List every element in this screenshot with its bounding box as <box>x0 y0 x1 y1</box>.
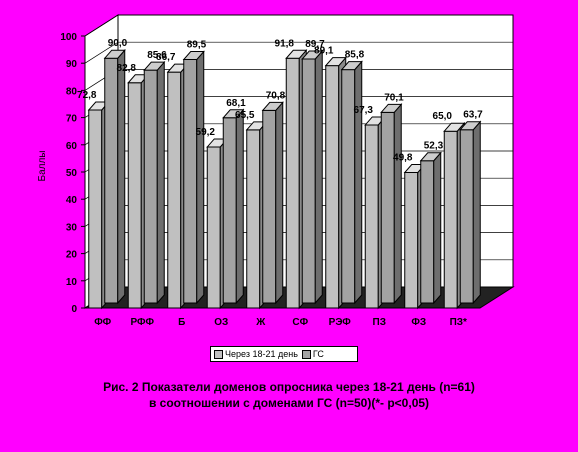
bar-top-s2 <box>261 101 284 111</box>
y-tick-label: 0 <box>71 304 77 315</box>
bar-front-s1 <box>404 172 419 309</box>
bar-front-s2 <box>222 117 237 304</box>
y-tick-label: 60 <box>66 141 78 152</box>
category-label: ПЗ <box>373 317 386 328</box>
y-tick-label: 40 <box>66 195 78 206</box>
bar-top-s2 <box>222 109 245 119</box>
data-label: 68,1 <box>226 98 246 109</box>
bar-front-s2 <box>143 69 158 304</box>
legend-swatch-series-2 <box>301 349 311 359</box>
bar-side-s2 <box>235 108 244 305</box>
data-label: 89,7 <box>305 39 325 50</box>
bar-side-s2 <box>472 120 481 305</box>
legend-label-series-1: Через 18-21 день <box>225 349 298 359</box>
bar-front-s1 <box>206 146 221 309</box>
bar-front-s1 <box>246 129 261 309</box>
category-label: ФЗ <box>411 317 426 328</box>
bar-front-s1 <box>88 109 103 309</box>
data-label: 67,3 <box>354 105 374 116</box>
y-tick-label: 100 <box>60 32 77 43</box>
y-tick-label: 70 <box>66 114 78 125</box>
bar-top-s2 <box>380 103 403 113</box>
bar-front-s2 <box>301 58 316 304</box>
bar-top-s1 <box>285 49 308 59</box>
bar-front-s1 <box>167 71 182 309</box>
bar-front-s2 <box>104 57 119 304</box>
y-tick-label: 20 <box>66 250 78 261</box>
category-label: ОЗ <box>214 317 228 328</box>
gridline <box>84 14 513 37</box>
bar-front-s2 <box>420 160 435 304</box>
bar-side-s2 <box>354 60 363 305</box>
bar-top-s2 <box>143 61 166 71</box>
bar-top-s2 <box>419 152 442 162</box>
bar-front-s1 <box>364 124 379 309</box>
bar-side-s2 <box>196 50 205 305</box>
bar-top-s2 <box>103 49 126 59</box>
bar-front-s2 <box>380 111 395 304</box>
category-label: РФФ <box>131 317 155 328</box>
bar-front-s1 <box>127 82 142 309</box>
data-label: 63,7 <box>463 110 483 121</box>
y-tick-label: 10 <box>66 277 78 288</box>
caption-line-2: в соотношении с доменами ГС (n=50)(*- р<… <box>148 396 430 410</box>
data-label: 65,0 <box>433 111 453 122</box>
data-label: 85,8 <box>345 50 365 61</box>
data-label: 49,8 <box>393 153 413 164</box>
bar-front-s2 <box>459 129 474 304</box>
category-label: ПЗ* <box>450 317 467 328</box>
legend-item-series-2: ГС <box>301 349 324 359</box>
data-label: 70,8 <box>266 90 286 101</box>
legend-label-series-2: ГС <box>312 349 324 359</box>
data-label: 82,8 <box>117 63 137 74</box>
bar-top-s2 <box>459 121 482 131</box>
data-label: 89,1 <box>314 46 334 57</box>
bar-side-s2 <box>433 151 442 305</box>
legend: Через 18-21 день ГС <box>210 346 358 362</box>
category-label: РЭФ <box>329 317 352 328</box>
bar-side-s2 <box>117 48 126 305</box>
figure-caption: Рис. 2 Показатели доменов опросника чере… <box>0 379 578 411</box>
gridline <box>84 41 513 64</box>
caption-line-1: Рис. 2 Показатели доменов опросника чере… <box>103 380 475 394</box>
bar-front-s2 <box>262 109 277 304</box>
data-label: 52,3 <box>424 141 444 152</box>
category-label: СФ <box>292 317 308 328</box>
bar-front-s2 <box>183 59 198 304</box>
data-label: 91,8 <box>275 38 295 49</box>
y-tick-label: 90 <box>66 59 78 70</box>
y-tick-label: 80 <box>66 86 78 97</box>
data-label: 59,2 <box>196 127 216 138</box>
bar-top-s1 <box>324 57 347 67</box>
bar-top-s2 <box>182 51 205 61</box>
data-label: 70,1 <box>384 92 404 103</box>
bar-top-s1 <box>443 122 466 132</box>
bar-top-s2 <box>301 50 324 60</box>
y-axis-title: Баллы <box>37 151 48 182</box>
bar-top-s2 <box>340 61 363 71</box>
bar-front-s1 <box>443 130 458 309</box>
y-tick-label: 30 <box>66 222 78 233</box>
category-label: ФФ <box>94 317 111 328</box>
data-label: 90,0 <box>108 38 128 49</box>
data-label: 86,7 <box>156 52 176 63</box>
data-label: 72,8 <box>77 90 97 101</box>
category-label: Б <box>178 317 185 328</box>
data-label: 89,5 <box>187 40 207 51</box>
bar-front-s1 <box>285 57 300 309</box>
data-label: 85,6 <box>147 50 167 61</box>
bar-side-s2 <box>156 60 165 305</box>
bar-side-s2 <box>393 102 402 305</box>
bar-front-s1 <box>325 65 340 309</box>
legend-item-series-1: Через 18-21 день <box>214 349 298 359</box>
bar-side-s2 <box>275 101 284 305</box>
bar-side-s2 <box>314 49 323 305</box>
legend-swatch-series-1 <box>214 349 223 359</box>
data-label: 65,5 <box>235 110 255 121</box>
y-tick-label: 50 <box>66 168 78 179</box>
category-label: Ж <box>255 317 266 328</box>
